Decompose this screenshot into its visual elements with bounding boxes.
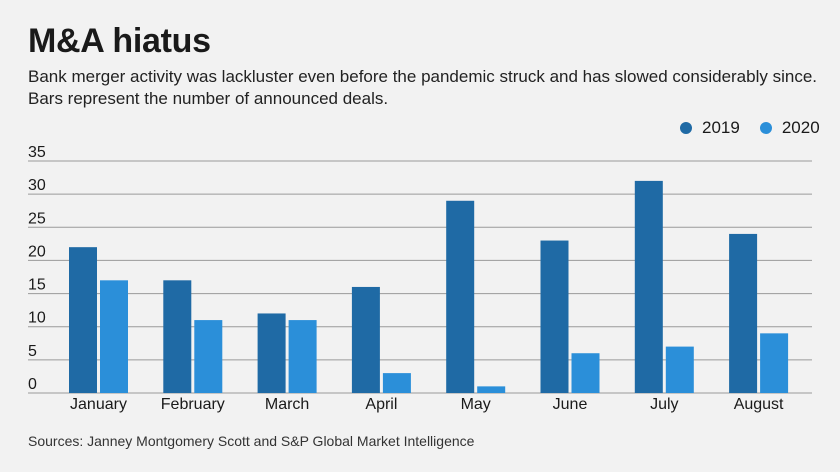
x-tick-label: February [161, 396, 225, 413]
x-tick-label: April [365, 396, 397, 413]
x-tick-label: March [265, 396, 309, 413]
bar-2019 [163, 280, 192, 393]
bar-2020 [382, 373, 411, 393]
bar-2019 [257, 313, 286, 393]
x-tick-label: August [734, 396, 784, 413]
legend: 2019 2020 [680, 118, 820, 138]
y-tick-label: 30 [28, 177, 46, 194]
y-tick-label: 35 [28, 144, 46, 161]
bar-2020 [288, 320, 317, 393]
legend-item-2020: 2020 [759, 118, 820, 138]
bar-2020 [100, 280, 128, 393]
legend-label-2020: 2020 [781, 118, 820, 137]
legend-label-2019: 2019 [702, 118, 740, 137]
x-tick-label: July [650, 396, 678, 413]
bar-2019 [69, 247, 97, 393]
bar-2019 [446, 200, 475, 393]
y-tick-label: 20 [28, 243, 46, 260]
chart-title: M&A hiatus [28, 22, 211, 60]
bar-2020 [477, 386, 506, 393]
bar-2019 [634, 180, 663, 393]
x-tick-label: May [461, 396, 491, 413]
bar-2020 [571, 353, 600, 393]
bar-2019 [351, 286, 380, 393]
bar-2019 [540, 240, 569, 393]
source-note: Sources: Janney Montgomery Scott and S&P… [28, 433, 475, 449]
bar-2020 [760, 333, 789, 393]
y-tick-label: 0 [28, 376, 37, 393]
legend-swatch-2020 [759, 122, 772, 134]
bar-2019 [729, 233, 758, 393]
chart-subtitle: Bank merger activity was lackluster even… [28, 67, 817, 108]
legend-swatch-2019 [680, 122, 692, 134]
bar-2020 [194, 320, 223, 393]
y-tick-label: 25 [28, 210, 46, 227]
legend-item-2019: 2019 [680, 118, 740, 138]
y-tick-label: 15 [28, 277, 46, 294]
y-tick-label: 5 [28, 343, 37, 360]
y-tick-label: 10 [28, 310, 46, 327]
bar-2020 [665, 346, 694, 393]
x-tick-label: June [553, 396, 588, 413]
x-tick-label: January [70, 396, 127, 413]
